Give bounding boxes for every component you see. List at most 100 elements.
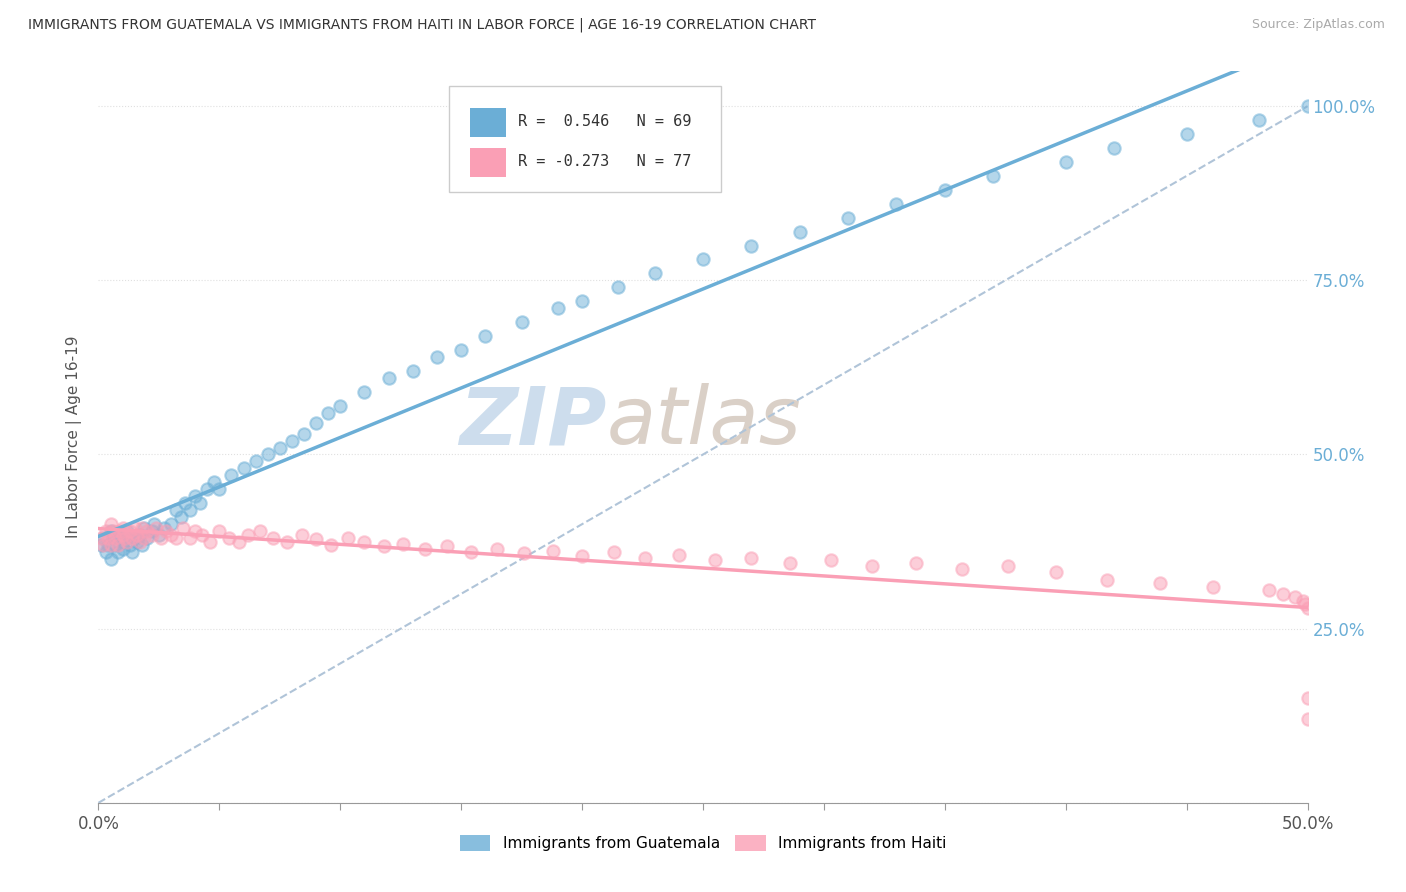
Point [1296,600,1319,615]
Point [319,538,342,552]
Point [111,534,134,549]
Point [460,545,482,559]
Point [1272,587,1295,601]
Point [228,534,250,549]
Point [232,461,254,475]
Point [124,531,146,545]
Point [208,524,231,538]
Point [547,301,569,316]
Point [111,527,134,541]
Point [281,434,304,448]
Point [644,266,666,280]
Point [141,524,163,538]
Point [104,531,127,545]
Point [1292,594,1315,608]
Point [950,562,973,576]
Legend: Immigrants from Guatemala, Immigrants from Haiti: Immigrants from Guatemala, Immigrants fr… [454,830,952,857]
Point [117,534,139,549]
Point [100,524,122,538]
Point [486,541,509,556]
Point [292,426,315,441]
Point [450,343,472,357]
Point [904,556,927,570]
Point [143,517,166,532]
Bar [470,108,506,137]
Point [740,238,762,252]
Point [141,527,163,541]
Point [740,550,762,565]
Point [155,524,177,538]
Point [135,531,157,545]
Point [152,521,174,535]
Point [392,536,415,550]
Point [436,540,458,554]
Point [208,483,231,497]
Point [305,416,328,430]
Point [290,527,312,541]
Point [145,521,167,535]
Point [97,538,120,552]
Point [91,538,114,552]
Point [1202,580,1225,594]
Point [184,524,207,538]
Point [704,553,727,567]
Point [195,483,218,497]
Point [860,558,883,573]
Point [634,550,657,565]
Point [1284,591,1306,605]
Point [413,541,436,556]
Point [160,517,183,532]
Point [245,454,267,468]
Point [188,496,211,510]
Point [541,543,564,558]
Point [198,534,221,549]
Point [571,294,593,309]
Point [165,531,187,545]
Point [353,534,375,549]
Point [111,521,134,535]
Point [820,553,842,567]
Text: Source: ZipAtlas.com: Source: ZipAtlas.com [1251,18,1385,31]
Point [336,531,359,545]
Point [127,527,149,541]
Point [474,329,496,343]
Point [1249,113,1271,128]
Point [934,183,956,197]
Text: atlas: atlas [606,384,801,461]
Point [169,510,191,524]
Point [135,524,157,538]
Point [128,534,150,549]
Text: R =  0.546   N = 69: R = 0.546 N = 69 [517,113,692,128]
Point [100,552,122,566]
Point [1175,127,1198,141]
Point [91,531,114,545]
Point [184,489,207,503]
Point [97,531,120,545]
Point [1045,565,1067,579]
Point [118,538,141,552]
Point [373,540,395,554]
Point [148,527,170,541]
Point [94,524,117,538]
Point [90,538,112,552]
Point [204,475,226,490]
Point [262,531,284,545]
Point [160,527,183,541]
Point [179,503,201,517]
Point [981,169,1004,183]
Point [94,545,117,559]
Point [513,546,536,560]
Point [692,252,714,267]
Text: ZIP: ZIP [458,384,606,461]
Point [218,531,240,545]
Point [127,534,149,549]
Point [256,448,278,462]
Point [789,225,811,239]
Point [510,315,533,329]
Point [118,524,141,538]
Point [117,524,139,538]
Point [997,558,1019,573]
Point [305,533,328,547]
Point [121,545,143,559]
Point [191,527,214,541]
